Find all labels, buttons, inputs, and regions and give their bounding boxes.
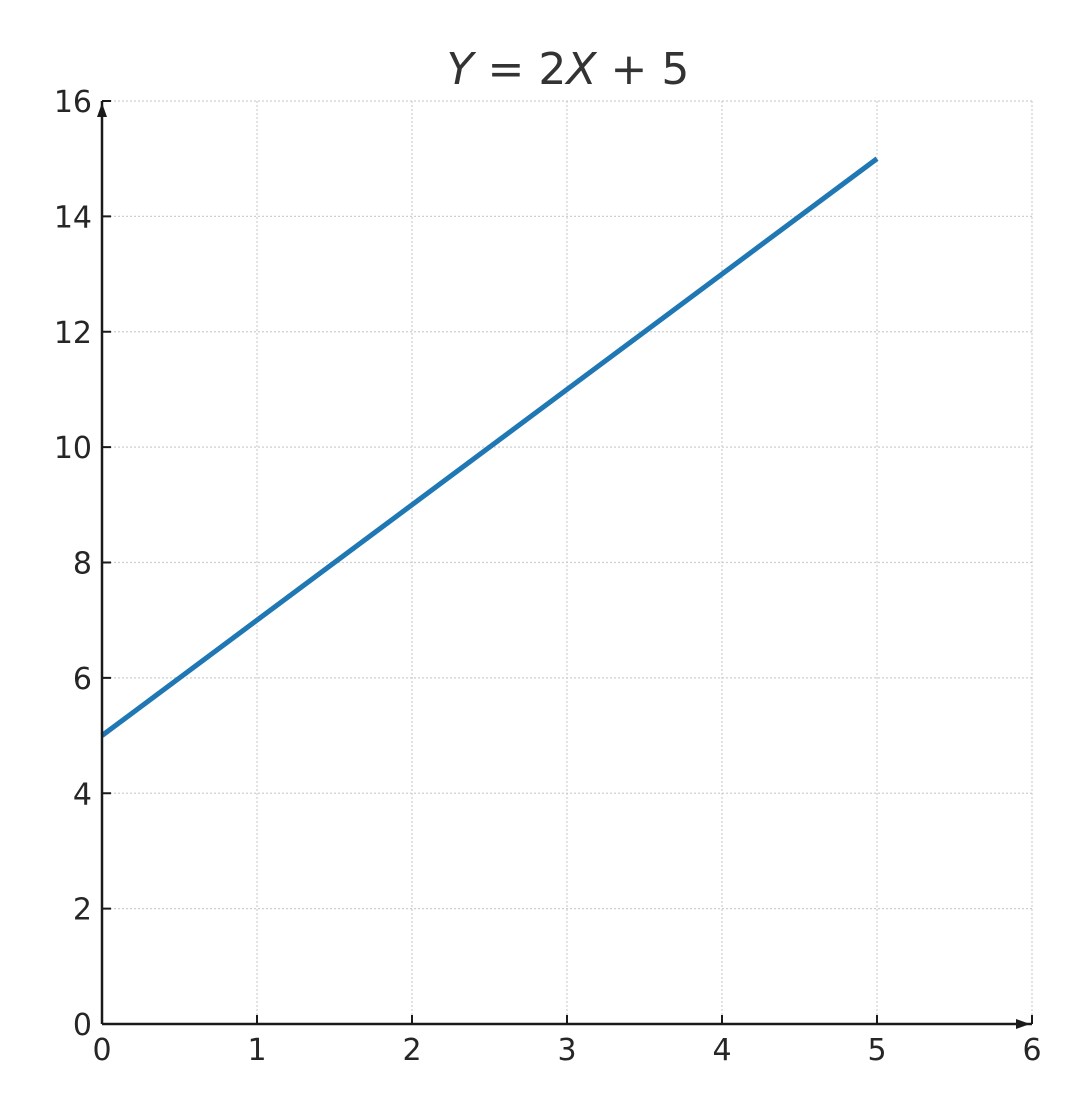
y-tick-label-4: 4 xyxy=(73,777,92,812)
x-tick-label-4: 4 xyxy=(712,1033,731,1068)
x-tick-label-6: 6 xyxy=(1022,1033,1041,1068)
title-y-var: Y xyxy=(447,44,477,95)
title-rest: + 5 xyxy=(597,44,690,95)
x-tick-label-2: 2 xyxy=(402,1033,421,1068)
y-tick-label-6: 6 xyxy=(73,662,92,697)
series-line-0 xyxy=(100,156,879,738)
axes xyxy=(97,100,1033,1029)
chart-title: Y = 2X + 5 xyxy=(447,44,690,95)
plot-series xyxy=(100,156,879,738)
grid xyxy=(102,100,1033,1024)
y-tick-label-12: 12 xyxy=(54,316,92,351)
x-tick-label-5: 5 xyxy=(867,1033,886,1068)
y-tick-label-0: 0 xyxy=(73,1008,92,1043)
y-axis-arrow-icon xyxy=(97,103,107,117)
y-tick-label-2: 2 xyxy=(73,893,92,928)
x-tick-label-3: 3 xyxy=(557,1033,576,1068)
title-equals: = xyxy=(474,44,539,95)
y-tick-label-14: 14 xyxy=(54,200,92,235)
x-axis-arrow-icon xyxy=(1016,1019,1030,1029)
x-tick-label-0: 0 xyxy=(92,1033,111,1068)
title-x-var: X xyxy=(564,44,597,95)
y-tick-label-10: 10 xyxy=(54,431,92,466)
title-coef: 2 xyxy=(538,44,566,95)
x-tick-label-1: 1 xyxy=(247,1033,266,1068)
y-tick-label-16: 16 xyxy=(54,85,92,120)
y-tick-label-8: 8 xyxy=(73,547,92,582)
